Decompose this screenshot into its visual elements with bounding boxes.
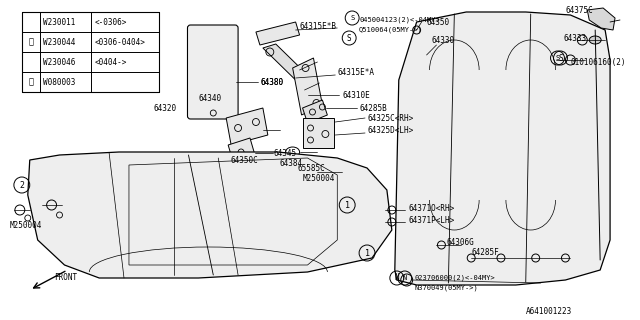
Text: 64384: 64384 — [280, 158, 303, 167]
Text: 045004123(2)<-04MY>: 045004123(2)<-04MY> — [359, 17, 440, 23]
Text: W080003: W080003 — [43, 77, 75, 86]
Text: <0404->: <0404-> — [94, 58, 127, 67]
Text: S: S — [347, 34, 351, 43]
Text: 64325C<RH>: 64325C<RH> — [367, 114, 413, 123]
Text: S: S — [556, 55, 559, 61]
Text: 64371O<RH>: 64371O<RH> — [409, 204, 455, 212]
Text: 2: 2 — [19, 180, 24, 189]
Polygon shape — [292, 58, 323, 115]
Polygon shape — [303, 100, 327, 123]
Text: 64350: 64350 — [426, 18, 450, 27]
Text: 64285B: 64285B — [359, 103, 387, 113]
Text: 64371P<LH>: 64371P<LH> — [409, 215, 455, 225]
Text: W230044: W230044 — [43, 37, 75, 46]
Text: 1: 1 — [365, 249, 369, 258]
Text: 023706000(2)<-04MY>: 023706000(2)<-04MY> — [415, 275, 495, 281]
Text: 65585C: 65585C — [298, 164, 325, 172]
Ellipse shape — [589, 36, 601, 44]
Text: W230011: W230011 — [43, 18, 75, 27]
Text: A641001223: A641001223 — [525, 308, 572, 316]
Text: 64285F: 64285F — [471, 247, 499, 257]
Text: 64345: 64345 — [274, 148, 297, 157]
Text: 64330: 64330 — [431, 36, 454, 44]
Text: 64310E: 64310E — [342, 91, 370, 100]
Ellipse shape — [285, 147, 300, 157]
Text: S: S — [350, 15, 355, 21]
Text: 64315E*A: 64315E*A — [337, 68, 374, 76]
Text: W230046: W230046 — [43, 58, 75, 67]
Polygon shape — [228, 138, 255, 162]
Text: N370049(05MY->): N370049(05MY->) — [415, 285, 479, 291]
Text: 64380: 64380 — [261, 77, 284, 86]
Polygon shape — [270, 155, 296, 170]
Text: M250004: M250004 — [10, 220, 42, 229]
Text: ②: ② — [28, 77, 33, 86]
Text: FRONT: FRONT — [54, 274, 77, 283]
Text: 64325D<LH>: 64325D<LH> — [367, 125, 413, 134]
Bar — [22, 12, 159, 92]
Polygon shape — [263, 44, 307, 80]
Text: 1: 1 — [345, 201, 349, 210]
Text: 64333: 64333 — [563, 34, 587, 43]
Text: N: N — [394, 274, 399, 283]
Polygon shape — [588, 8, 615, 30]
Text: M250004: M250004 — [303, 173, 335, 182]
Text: 64375C: 64375C — [565, 5, 593, 14]
Text: S: S — [558, 53, 563, 62]
Text: 64380: 64380 — [261, 77, 284, 86]
Text: <-0306>: <-0306> — [94, 18, 127, 27]
Text: Q510064(05MY->): Q510064(05MY->) — [359, 27, 423, 33]
Text: 010106160(2): 010106160(2) — [570, 58, 626, 67]
Polygon shape — [256, 22, 300, 45]
Text: ①: ① — [28, 37, 33, 46]
Polygon shape — [28, 152, 392, 278]
Polygon shape — [395, 12, 610, 285]
Bar — [303, 118, 334, 148]
Text: 64315E*B: 64315E*B — [300, 21, 337, 30]
Text: 64320: 64320 — [154, 103, 177, 113]
Text: 64350C: 64350C — [230, 156, 258, 164]
Text: <0306-0404>: <0306-0404> — [94, 37, 145, 46]
Text: 64306G: 64306G — [446, 237, 474, 246]
Text: 64340: 64340 — [198, 93, 221, 102]
FancyBboxPatch shape — [188, 25, 238, 119]
Polygon shape — [226, 108, 268, 145]
Text: N: N — [403, 275, 407, 281]
